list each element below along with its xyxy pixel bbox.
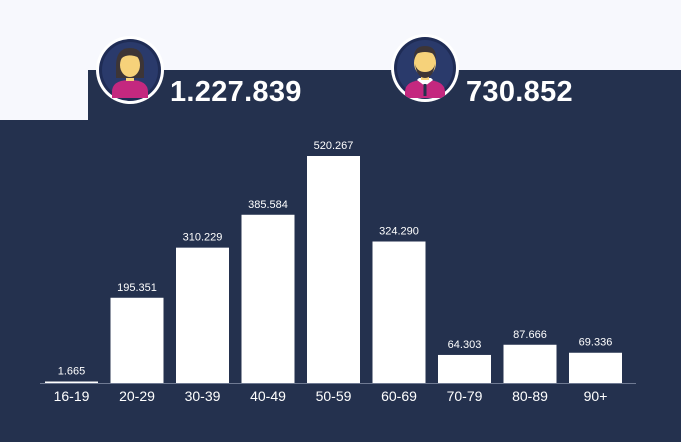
bar-value-label: 385.584 bbox=[248, 199, 288, 211]
bar-value-label: 520.267 bbox=[314, 140, 354, 152]
x-tick-label: 20-29 bbox=[119, 388, 155, 404]
bar-value-label: 195.351 bbox=[117, 282, 157, 294]
x-tick-label: 80-89 bbox=[512, 388, 548, 404]
bar-40-49 bbox=[241, 214, 295, 383]
male-total: 730.852 bbox=[466, 76, 573, 108]
male-avatar-icon bbox=[391, 34, 459, 102]
x-tick-label: 16-19 bbox=[54, 388, 90, 404]
x-tick-label: 40-49 bbox=[250, 388, 286, 404]
bar-70-79 bbox=[438, 354, 491, 383]
x-tick-label: 60-69 bbox=[381, 388, 417, 404]
totals-panel bbox=[88, 70, 681, 120]
bar-value-label: 69.336 bbox=[579, 337, 613, 349]
bar-value-label: 324.290 bbox=[379, 226, 419, 238]
bar-value-label: 64.303 bbox=[448, 339, 482, 351]
bar-16-19 bbox=[45, 381, 98, 383]
bar-50-59 bbox=[307, 156, 360, 383]
x-tick-label: 30-39 bbox=[185, 388, 221, 404]
bar-80-89 bbox=[503, 344, 557, 383]
female-avatar-icon bbox=[96, 36, 164, 104]
bar-60-69 bbox=[372, 241, 426, 383]
bar-20-29 bbox=[110, 297, 164, 383]
bar-value-label: 310.229 bbox=[183, 232, 223, 244]
x-tick-label: 90+ bbox=[584, 388, 608, 404]
header-background-left bbox=[0, 70, 88, 120]
female-total: 1.227.839 bbox=[170, 76, 302, 108]
bar-value-label: 87.666 bbox=[513, 329, 547, 341]
bar-value-label: 1.665 bbox=[58, 366, 86, 378]
bar-90+ bbox=[569, 352, 622, 383]
bar-30-39 bbox=[176, 247, 229, 383]
x-tick-label: 70-79 bbox=[447, 388, 483, 404]
x-tick-label: 50-59 bbox=[316, 388, 352, 404]
